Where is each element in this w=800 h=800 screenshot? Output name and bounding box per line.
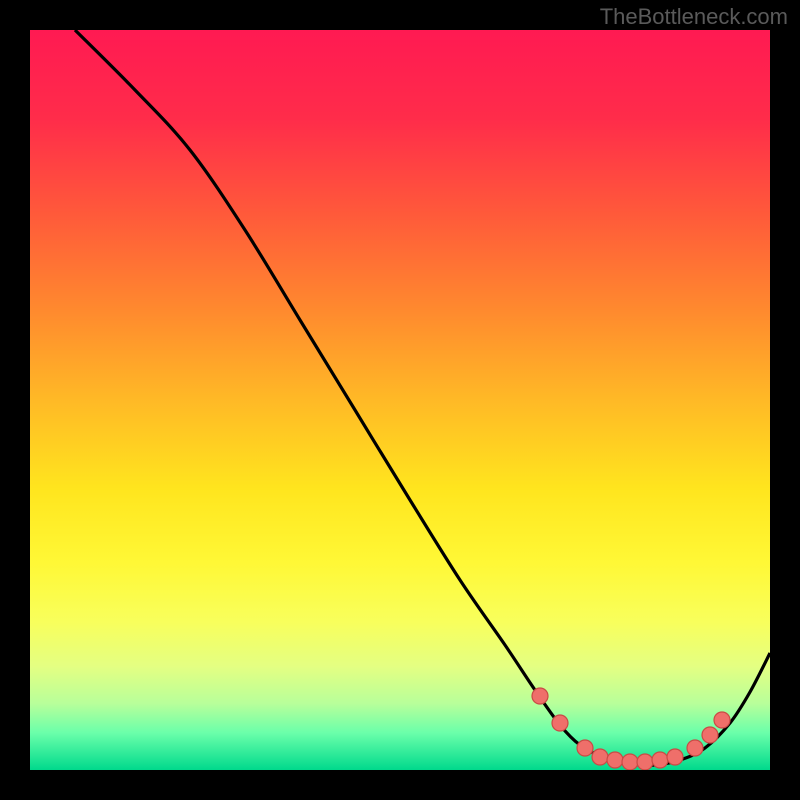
data-marker [607,752,623,768]
marker-group [532,688,730,770]
data-marker [552,715,568,731]
plot-area [30,30,770,770]
data-marker [637,754,653,770]
data-marker [532,688,548,704]
chart-svg [30,30,770,770]
data-marker [622,754,638,770]
bottleneck-curve [75,30,770,765]
data-marker [667,749,683,765]
data-marker [687,740,703,756]
data-marker [702,727,718,743]
data-marker [652,752,668,768]
watermark-text: TheBottleneck.com [600,4,788,30]
data-marker [577,740,593,756]
data-marker [714,712,730,728]
data-marker [592,749,608,765]
